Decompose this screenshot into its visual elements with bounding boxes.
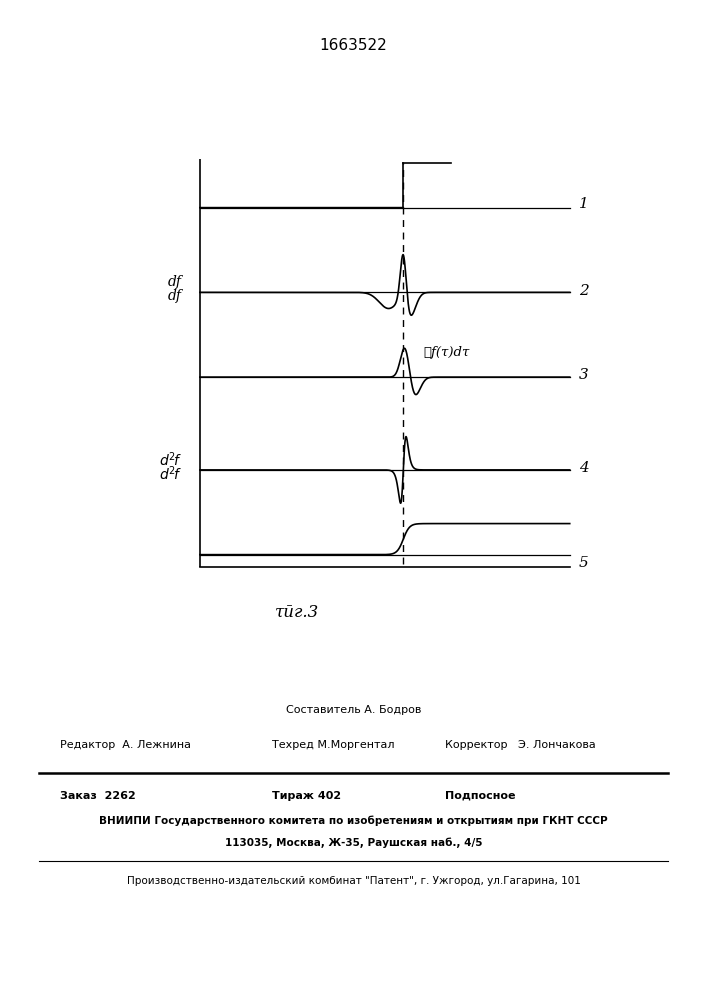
- Text: 1663522: 1663522: [320, 37, 387, 52]
- Text: ВНИИПИ Государственного комитета по изобретениям и открытиям при ГКНТ СССР: ВНИИПИ Государственного комитета по изоб…: [99, 816, 608, 826]
- Text: 3: 3: [579, 368, 589, 382]
- Text: Производственно-издательский комбинат "Патент", г. Ужгород, ул.Гагарина, 101: Производственно-издательский комбинат "П…: [127, 876, 580, 886]
- Text: 1: 1: [579, 197, 589, 211]
- Text: Редактор  А. Лежнина: Редактор А. Лежнина: [60, 740, 191, 750]
- Text: 4: 4: [579, 461, 589, 475]
- Text: $d^2\!f$: $d^2\!f$: [158, 465, 182, 483]
- Text: τӣг.3: τӣг.3: [275, 603, 319, 620]
- Text: df: df: [168, 289, 182, 303]
- Text: Тираж 402: Тираж 402: [272, 791, 341, 801]
- Text: 2: 2: [579, 284, 589, 298]
- Text: Техред М.Моргентал: Техред М.Моргентал: [272, 740, 395, 750]
- Text: Заказ  2262: Заказ 2262: [60, 791, 136, 801]
- Text: Подпосное: Подпосное: [445, 791, 516, 801]
- Text: 113035, Москва, Ж-35, Раушская наб., 4/5: 113035, Москва, Ж-35, Раушская наб., 4/5: [225, 838, 482, 848]
- Text: ∯f(τ)dτ: ∯f(τ)dτ: [423, 346, 470, 359]
- Text: 5: 5: [579, 556, 589, 570]
- Text: df: df: [168, 275, 182, 289]
- Text: $d^2\!f$: $d^2\!f$: [158, 450, 182, 469]
- Text: Корректор   Э. Лончакова: Корректор Э. Лончакова: [445, 740, 596, 750]
- Text: Составитель А. Бодров: Составитель А. Бодров: [286, 705, 421, 715]
